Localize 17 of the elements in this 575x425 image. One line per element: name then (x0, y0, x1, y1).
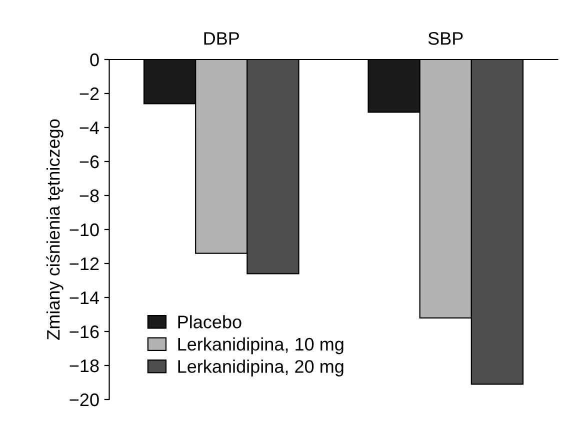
y-tick-label: 0 (90, 53, 99, 66)
y-tick-label: −2 (80, 87, 99, 100)
y-tick-label: −20 (70, 393, 99, 406)
y-tick-label: −16 (70, 325, 99, 338)
legend-label: Lerkanidipina, 10 mg (178, 337, 344, 354)
y-tick-label: −4 (80, 122, 99, 134)
y-tick-label: −12 (70, 257, 99, 270)
y-tick-label: −14 (70, 292, 99, 304)
y-tick-label: −10 (70, 223, 99, 236)
y-tick-label: −8 (80, 189, 99, 202)
x-tick-label: SBP (428, 32, 463, 45)
y-tick-label: −6 (80, 155, 99, 168)
y-axis-title: Zmiany ciśnienia tętniczego (46, 119, 64, 340)
legend-label: Lerkanidipina, 20 mg (178, 360, 344, 376)
y-tick-label: −18 (70, 359, 99, 372)
legend-label: Placebo (178, 315, 242, 328)
x-tick-label: DBP (204, 32, 239, 45)
